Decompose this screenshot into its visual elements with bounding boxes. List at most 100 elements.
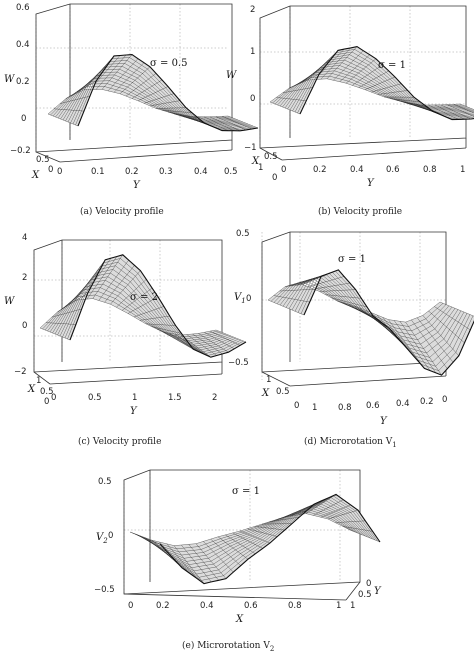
panel-e-mesh-col <box>247 528 278 537</box>
panel-e-mesh-col <box>173 545 205 584</box>
panel-e-ylabel: Y <box>374 586 382 597</box>
panel-d-surface <box>268 269 474 376</box>
panel-e-mesh-col <box>335 520 366 523</box>
panel-a-ztick-5: −0.2 <box>10 146 31 156</box>
panel-a-mesh-col <box>137 86 169 101</box>
panel-c-mesh-col <box>45 322 76 325</box>
panel-a-mesh-col <box>227 115 259 129</box>
panel-a-mesh-col <box>203 116 235 131</box>
panel-a-mesh-col <box>113 62 145 93</box>
panel-e-mesh-col <box>181 544 212 583</box>
panel-b-ylabel: Y <box>367 178 375 189</box>
panel-c-mesh-col <box>92 254 123 299</box>
panel-c-mesh-col <box>127 296 159 314</box>
panel-b-caption: (b) Velocity profile <box>318 206 402 217</box>
panel-a-mesh-col <box>77 64 109 93</box>
panel-c-ztick-3: 0 <box>22 321 27 331</box>
panel-b-mesh-col <box>364 76 396 90</box>
panel-a-box <box>35 3 233 163</box>
panel-c-mesh-col <box>198 333 229 353</box>
panel-e-ytick-2: 0.5 <box>358 590 372 600</box>
panel-d-mesh-col <box>393 320 431 371</box>
panel-e-xtick-6: 1 <box>336 601 341 611</box>
panel-d-mesh-col <box>422 315 459 356</box>
panel-c-mesh-col <box>145 323 176 326</box>
panel-d-ztick-2: 0 <box>246 294 251 304</box>
panel-b-ytick-1: 0 <box>281 165 286 175</box>
panel-e-ztick-2: 0 <box>108 531 113 541</box>
panel-d-ytick-2: 0.8 <box>338 403 352 413</box>
panel-c-sigma: σ = 2 <box>130 292 158 303</box>
panel-d-xtick-3: 0 <box>294 401 299 411</box>
panel-e-mesh-col <box>254 526 285 531</box>
panel-d-ylabel: Y <box>380 416 388 427</box>
panel-a-ytick-5: 0.4 <box>194 167 208 177</box>
panel-b-mesh-col <box>459 103 474 110</box>
panel-d-ytick-5: 0.2 <box>420 397 434 407</box>
panel-d-caption: (d) Microrotation V1 <box>304 436 397 449</box>
panel-c-ytick-1: 0 <box>51 393 56 403</box>
panel-c-xtick-1: 1 <box>36 376 41 386</box>
panel-d-mesh-col <box>279 288 316 292</box>
panel-c-surface <box>40 254 246 358</box>
panel-e-mesh-col <box>313 499 344 516</box>
panel-a-mesh-col <box>161 110 193 113</box>
panel-c-mesh-col <box>75 259 106 301</box>
panel-b-zlabel: W <box>226 70 237 81</box>
panel-a-ytick-1: 0 <box>57 167 62 177</box>
panel-d-ytick-6: 0 <box>442 395 447 405</box>
panel-d-mesh-col <box>342 302 379 321</box>
panel-a-mesh-col <box>197 116 229 131</box>
panel-c-ylabel: Y <box>130 406 138 417</box>
panel-e-mesh-col <box>239 530 271 544</box>
panel-a-ytick-4: 0.3 <box>159 167 173 177</box>
panel-d-mesh-col <box>416 317 454 363</box>
panel-a-mesh-col <box>155 107 187 109</box>
panel-c-mesh-col <box>186 334 217 356</box>
panel-c-box <box>33 239 223 385</box>
panel-c-mesh-col <box>39 327 71 341</box>
panel-a-ztick-1: 0.6 <box>16 3 30 13</box>
panel-b-mesh-col <box>447 104 474 117</box>
panel-a-ztick-4: 0 <box>21 114 26 124</box>
panel-c-xtick-2: 0.5 <box>40 387 54 397</box>
panel-a-ytick-2: 0.1 <box>91 167 105 177</box>
panel-d-ytick-1: 1 <box>312 403 317 413</box>
panel-b-mesh-col <box>453 104 474 114</box>
panel-a-sigma: σ = 0.5 <box>150 58 187 69</box>
panel-b-mesh-col <box>377 90 408 95</box>
panel-d-xlabel: X <box>261 388 270 399</box>
panel-b-ztick-4: −1 <box>244 143 257 153</box>
panel-b-mesh-col <box>428 104 459 120</box>
panel-a-caption: (a) Velocity profile <box>80 206 164 217</box>
panel-e-xtick-2: 0.2 <box>156 601 170 611</box>
panel-e-xtick-3: 0.4 <box>200 601 214 611</box>
panel-a-ylabel: Y <box>133 180 141 191</box>
panel-c-caption: (c) Velocity profile <box>78 436 161 447</box>
panel-e-xtick-1: 0 <box>128 601 133 611</box>
panel-b-edge <box>299 46 474 121</box>
panel-d-mesh-col <box>319 289 356 292</box>
panel-e-zlabel-main: V <box>96 532 105 543</box>
panel-e-caption: (e) Microrotation V2 <box>182 640 274 653</box>
panel-e-mesh-col <box>320 504 351 518</box>
panel-a-mesh-col <box>143 93 175 104</box>
panel-d-mesh-col <box>308 276 345 287</box>
panel-d-ytick-4: 0.4 <box>396 399 410 409</box>
panel-b-mesh-col <box>276 97 307 101</box>
panel-e-zlabel-sub: 2 <box>102 537 108 545</box>
panel-b-mesh-col <box>326 46 358 79</box>
panel-c-mesh-col <box>63 282 94 309</box>
panel-b-mesh-col <box>269 101 301 115</box>
panel-a-ytick-6: 0.5 <box>224 167 238 177</box>
panel-a-mesh-col <box>125 73 157 97</box>
panel-d-mesh-col <box>399 321 437 374</box>
panel-d-zlabel-main: V <box>234 292 243 303</box>
panel-c-ytick-4: 1.5 <box>168 393 182 403</box>
panel-a-mesh-col <box>95 54 127 90</box>
panel-d-zlabel-sub: 1 <box>241 297 245 305</box>
panel-c-ytick-5: 2 <box>212 393 217 403</box>
panel-b-mesh-col <box>288 74 320 89</box>
panel-a-ztick-3: 0.2 <box>16 77 30 87</box>
panel-b-mesh-col <box>345 58 377 84</box>
